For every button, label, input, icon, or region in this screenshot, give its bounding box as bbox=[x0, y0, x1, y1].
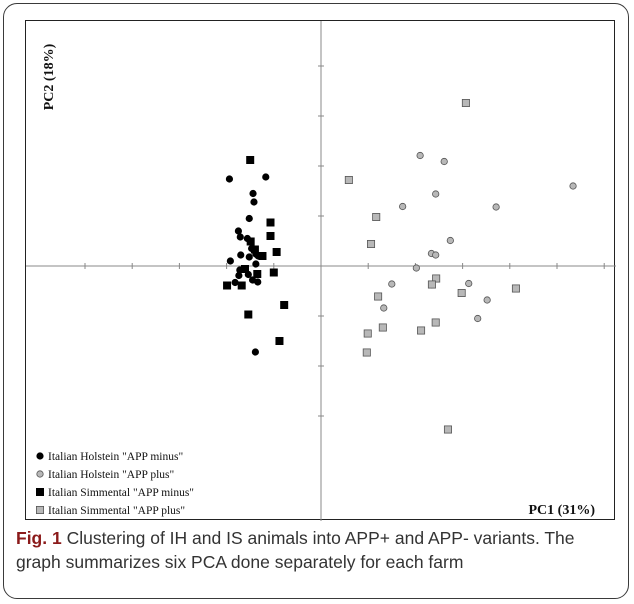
series-0-point-0 bbox=[225, 175, 234, 183]
series-3-point-6 bbox=[511, 284, 520, 293]
series-1-point-15 bbox=[474, 314, 482, 323]
series-3-point-3 bbox=[367, 239, 376, 248]
series-1-point-13 bbox=[483, 296, 491, 304]
series-2-point-11 bbox=[237, 281, 246, 290]
series-3-point-10 bbox=[431, 318, 440, 327]
series-0-point-12 bbox=[237, 251, 245, 259]
series-1-point-1 bbox=[440, 157, 448, 166]
series-2-point-2 bbox=[266, 231, 275, 240]
series-0-point-13 bbox=[226, 257, 234, 265]
series-3-point-4 bbox=[432, 274, 441, 283]
legend-marker-1 bbox=[36, 470, 44, 478]
series-0-point-21 bbox=[251, 348, 259, 356]
series-1-point-14 bbox=[380, 304, 388, 312]
series-0-point-20 bbox=[254, 278, 262, 286]
series-1-point-8 bbox=[432, 251, 440, 259]
caption-text: Clustering of IH and IS animals into APP… bbox=[16, 528, 575, 572]
series-0-point-19 bbox=[231, 278, 239, 287]
series-0-point-6 bbox=[236, 233, 244, 241]
series-1-point-3 bbox=[569, 182, 577, 190]
figure-label: Fig. 1 bbox=[16, 528, 62, 548]
series-2-point-1 bbox=[266, 218, 275, 227]
legend-label-3: Italian Simmental "APP plus" bbox=[48, 505, 185, 517]
series-3-point-12 bbox=[363, 329, 372, 338]
series-2-point-3 bbox=[246, 237, 255, 246]
series-2-point-5 bbox=[272, 247, 281, 256]
x-axis-label: PC1 (31%) bbox=[529, 503, 596, 518]
series-2-point-6 bbox=[258, 251, 267, 260]
series-3-point-13 bbox=[362, 348, 371, 357]
series-1-point-6 bbox=[446, 236, 454, 245]
series-0-point-14 bbox=[252, 260, 260, 268]
series-0-point-2 bbox=[249, 189, 257, 198]
legend-marker-3 bbox=[35, 505, 44, 514]
series-2-point-4 bbox=[250, 245, 259, 254]
legend-label-1: Italian Holstein "APP plus" bbox=[48, 469, 174, 481]
series-3-point-2 bbox=[372, 212, 381, 221]
series-0-point-1 bbox=[262, 173, 270, 181]
series-2-point-13 bbox=[244, 310, 253, 319]
series-2-point-8 bbox=[253, 269, 262, 278]
plot-area: PC2 (18%) PC1 (31%) Italian Holstein "APP … bbox=[25, 20, 616, 521]
series-3-point-8 bbox=[374, 292, 383, 301]
series-2-point-9 bbox=[269, 268, 278, 277]
series-0-point-4 bbox=[245, 214, 253, 223]
series-1-point-0 bbox=[416, 151, 424, 160]
y-axis-label: PC2 (18%) bbox=[42, 43, 57, 110]
series-1-point-10 bbox=[388, 280, 396, 288]
series-0-point-3 bbox=[250, 198, 258, 206]
series-1-point-12 bbox=[465, 279, 473, 288]
series-1-point-9 bbox=[412, 264, 420, 272]
series-2-point-7 bbox=[241, 264, 250, 273]
series-2-point-10 bbox=[223, 281, 232, 290]
pca-scatter-chart: PC2 (18%) PC1 (31%) Italian Holstein "APP … bbox=[26, 21, 616, 521]
series-3-point-9 bbox=[378, 323, 387, 332]
series-3-point-0 bbox=[461, 99, 470, 108]
series-3-point-5 bbox=[427, 280, 436, 289]
series-2-point-14 bbox=[275, 336, 284, 345]
legend-marker-0 bbox=[36, 452, 44, 460]
series-2-point-12 bbox=[280, 300, 289, 309]
series-1-point-4 bbox=[399, 202, 407, 211]
legend-label-0: Italian Holstein "APP minus" bbox=[48, 451, 183, 463]
legend-marker-2 bbox=[35, 487, 44, 496]
series-3-point-11 bbox=[417, 326, 426, 335]
series-0-point-11 bbox=[245, 253, 253, 261]
series-0-point-16 bbox=[235, 271, 243, 280]
figure-frame: PC2 (18%) PC1 (31%) Italian Holstein "APP … bbox=[3, 3, 629, 599]
series-3-point-14 bbox=[443, 425, 452, 434]
figure-caption: Fig. 1 Clustering of IH and IS animals i… bbox=[16, 526, 616, 574]
series-2-point-0 bbox=[246, 155, 255, 164]
series-1-point-2 bbox=[432, 190, 440, 198]
series-3-point-1 bbox=[344, 175, 353, 184]
legend-label-2: Italian Simmental "APP minus" bbox=[48, 487, 194, 499]
series-0-point-5 bbox=[234, 227, 242, 235]
series-1-point-5 bbox=[492, 203, 500, 211]
series-3-point-7 bbox=[457, 288, 466, 297]
